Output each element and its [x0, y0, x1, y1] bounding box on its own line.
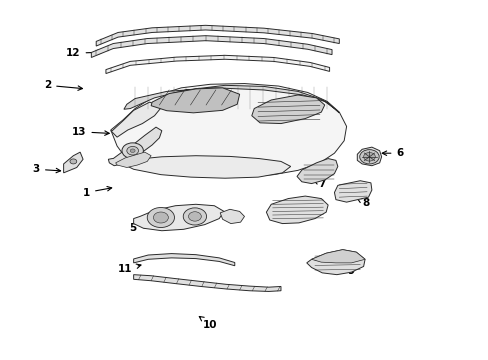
Text: 4: 4 — [292, 207, 306, 217]
Text: 5: 5 — [129, 223, 148, 233]
Text: 6: 6 — [382, 148, 403, 158]
Circle shape — [359, 150, 378, 164]
Polygon shape — [334, 181, 371, 202]
Text: 1: 1 — [82, 186, 111, 198]
Polygon shape — [133, 253, 234, 266]
Circle shape — [126, 147, 138, 155]
Polygon shape — [108, 127, 162, 166]
Text: 10: 10 — [199, 316, 217, 330]
Polygon shape — [311, 249, 365, 263]
Circle shape — [188, 212, 201, 221]
Polygon shape — [151, 88, 239, 113]
Text: 3: 3 — [33, 164, 61, 174]
Text: 2: 2 — [44, 80, 82, 90]
Polygon shape — [123, 85, 339, 113]
Circle shape — [122, 143, 143, 158]
Polygon shape — [306, 249, 365, 275]
Circle shape — [147, 207, 174, 228]
Text: 11: 11 — [118, 264, 141, 274]
Text: 7: 7 — [312, 179, 325, 189]
Polygon shape — [96, 25, 339, 46]
Polygon shape — [266, 196, 327, 224]
Polygon shape — [357, 147, 381, 166]
Circle shape — [363, 153, 374, 161]
Polygon shape — [120, 156, 290, 178]
Polygon shape — [111, 84, 346, 176]
Polygon shape — [133, 204, 224, 231]
Text: 13: 13 — [72, 127, 109, 137]
Circle shape — [130, 149, 135, 153]
Circle shape — [183, 208, 206, 225]
Circle shape — [70, 159, 77, 164]
Text: 8: 8 — [356, 198, 369, 208]
Polygon shape — [133, 275, 281, 292]
Polygon shape — [106, 55, 329, 73]
Text: 9: 9 — [342, 266, 354, 276]
Text: 12: 12 — [66, 48, 102, 58]
Polygon shape — [296, 158, 337, 184]
Polygon shape — [220, 209, 244, 224]
Polygon shape — [63, 152, 83, 173]
Circle shape — [153, 212, 168, 223]
Polygon shape — [116, 152, 151, 167]
Polygon shape — [251, 95, 324, 123]
Polygon shape — [111, 102, 162, 137]
Polygon shape — [91, 36, 331, 58]
